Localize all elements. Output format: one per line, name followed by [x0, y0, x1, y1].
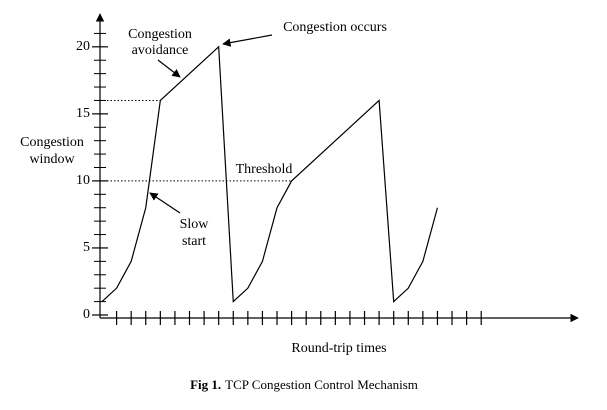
annotation: avoidance	[132, 43, 189, 58]
y-axis-label: window	[29, 152, 75, 167]
y-tick-label: 15	[76, 106, 90, 121]
caption-text: TCP Congestion Control Mechanism	[225, 377, 418, 392]
caption: Fig 1. TCP Congestion Control Mechanism	[190, 377, 418, 392]
y-axis-label: Congestion	[20, 135, 84, 150]
congestion-window-line	[101, 45, 439, 303]
annotation: Congestion	[128, 27, 192, 42]
annotation: start	[182, 234, 206, 249]
y-tick-label: 20	[76, 39, 90, 54]
annotation-arrow	[222, 34, 273, 47]
annotation: Slow	[180, 217, 210, 232]
y-tick-label: 10	[76, 173, 90, 188]
annotation-arrow	[149, 192, 181, 214]
annotation: Threshold	[236, 162, 293, 177]
y-tick-label: 0	[83, 307, 90, 322]
x-axis-label: Round-trip times	[291, 341, 386, 356]
caption-label: Fig 1.	[190, 377, 221, 392]
annotation: Congestion occurs	[283, 20, 387, 35]
y-tick-label: 5	[83, 240, 90, 255]
annotation-arrow	[157, 59, 181, 78]
